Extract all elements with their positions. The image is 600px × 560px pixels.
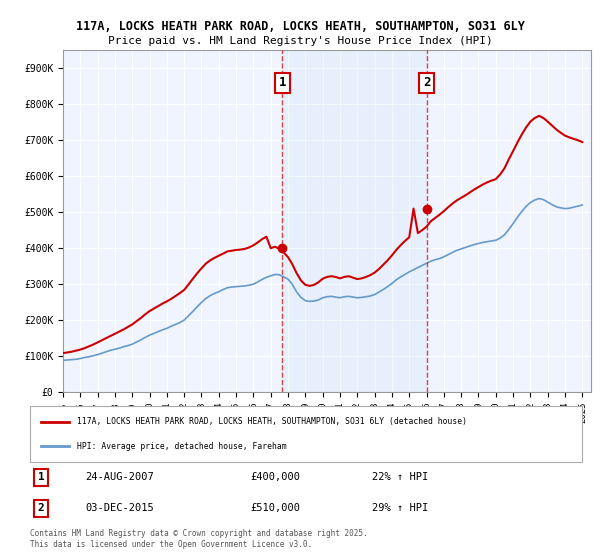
Text: 2: 2 — [423, 76, 430, 89]
Text: £510,000: £510,000 — [251, 503, 301, 513]
Text: 29% ↑ HPI: 29% ↑ HPI — [372, 503, 428, 513]
Text: 2: 2 — [38, 503, 44, 513]
Text: 1: 1 — [38, 473, 44, 482]
Text: Contains HM Land Registry data © Crown copyright and database right 2025.
This d: Contains HM Land Registry data © Crown c… — [30, 529, 368, 549]
Text: £400,000: £400,000 — [251, 473, 301, 482]
Text: HPI: Average price, detached house, Fareham: HPI: Average price, detached house, Fare… — [77, 442, 287, 451]
Text: 22% ↑ HPI: 22% ↑ HPI — [372, 473, 428, 482]
Text: 117A, LOCKS HEATH PARK ROAD, LOCKS HEATH, SOUTHAMPTON, SO31 6LY: 117A, LOCKS HEATH PARK ROAD, LOCKS HEATH… — [76, 20, 524, 32]
Text: Price paid vs. HM Land Registry's House Price Index (HPI): Price paid vs. HM Land Registry's House … — [107, 36, 493, 46]
Text: 24-AUG-2007: 24-AUG-2007 — [85, 473, 154, 482]
Text: 03-DEC-2015: 03-DEC-2015 — [85, 503, 154, 513]
Text: 117A, LOCKS HEATH PARK ROAD, LOCKS HEATH, SOUTHAMPTON, SO31 6LY (detached house): 117A, LOCKS HEATH PARK ROAD, LOCKS HEATH… — [77, 417, 467, 426]
FancyBboxPatch shape — [30, 406, 582, 462]
Text: 1: 1 — [278, 76, 286, 89]
Bar — [282, 50, 427, 392]
